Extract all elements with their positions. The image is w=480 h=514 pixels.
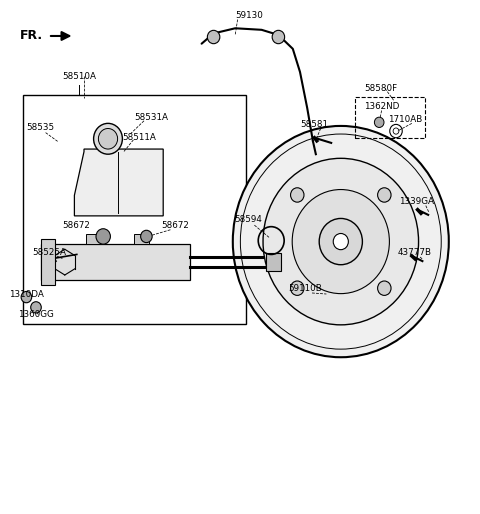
Text: 1339GA: 1339GA xyxy=(399,197,434,206)
Polygon shape xyxy=(41,239,55,285)
Circle shape xyxy=(290,281,304,296)
Circle shape xyxy=(272,30,285,44)
Text: 58525A: 58525A xyxy=(33,248,67,258)
Bar xyxy=(355,97,425,138)
Text: 58535: 58535 xyxy=(26,123,55,132)
Text: 43777B: 43777B xyxy=(397,248,432,258)
Polygon shape xyxy=(86,234,101,244)
Text: 58581: 58581 xyxy=(300,120,328,129)
Text: 1360GG: 1360GG xyxy=(18,310,54,319)
Circle shape xyxy=(98,128,118,149)
Text: 1710AB: 1710AB xyxy=(388,115,422,124)
Circle shape xyxy=(333,233,348,250)
Circle shape xyxy=(378,281,391,296)
Circle shape xyxy=(207,30,220,44)
Text: 58672: 58672 xyxy=(161,221,189,230)
Text: FR.: FR. xyxy=(20,29,43,43)
Text: 58510A: 58510A xyxy=(62,71,96,81)
Polygon shape xyxy=(41,244,190,280)
Text: 58511A: 58511A xyxy=(122,133,156,142)
Polygon shape xyxy=(134,234,149,244)
Text: 58594: 58594 xyxy=(234,215,262,225)
Circle shape xyxy=(263,158,419,325)
Circle shape xyxy=(141,230,152,243)
Circle shape xyxy=(378,188,391,202)
Polygon shape xyxy=(266,253,281,271)
Circle shape xyxy=(233,126,449,357)
Circle shape xyxy=(94,123,122,154)
Text: 1310DA: 1310DA xyxy=(9,289,44,299)
Text: 58672: 58672 xyxy=(62,221,90,230)
Text: 1362ND: 1362ND xyxy=(364,102,399,112)
Circle shape xyxy=(21,291,32,303)
Text: 59130: 59130 xyxy=(235,11,263,20)
Polygon shape xyxy=(74,149,163,216)
Circle shape xyxy=(31,302,41,313)
Text: 58580F: 58580F xyxy=(364,84,397,93)
Circle shape xyxy=(292,190,389,293)
Text: 59110B: 59110B xyxy=(288,284,322,293)
Bar xyxy=(23,95,246,324)
Circle shape xyxy=(374,117,384,127)
Circle shape xyxy=(96,229,110,244)
Circle shape xyxy=(319,218,362,265)
Text: 58531A: 58531A xyxy=(134,113,168,122)
Circle shape xyxy=(290,188,304,202)
